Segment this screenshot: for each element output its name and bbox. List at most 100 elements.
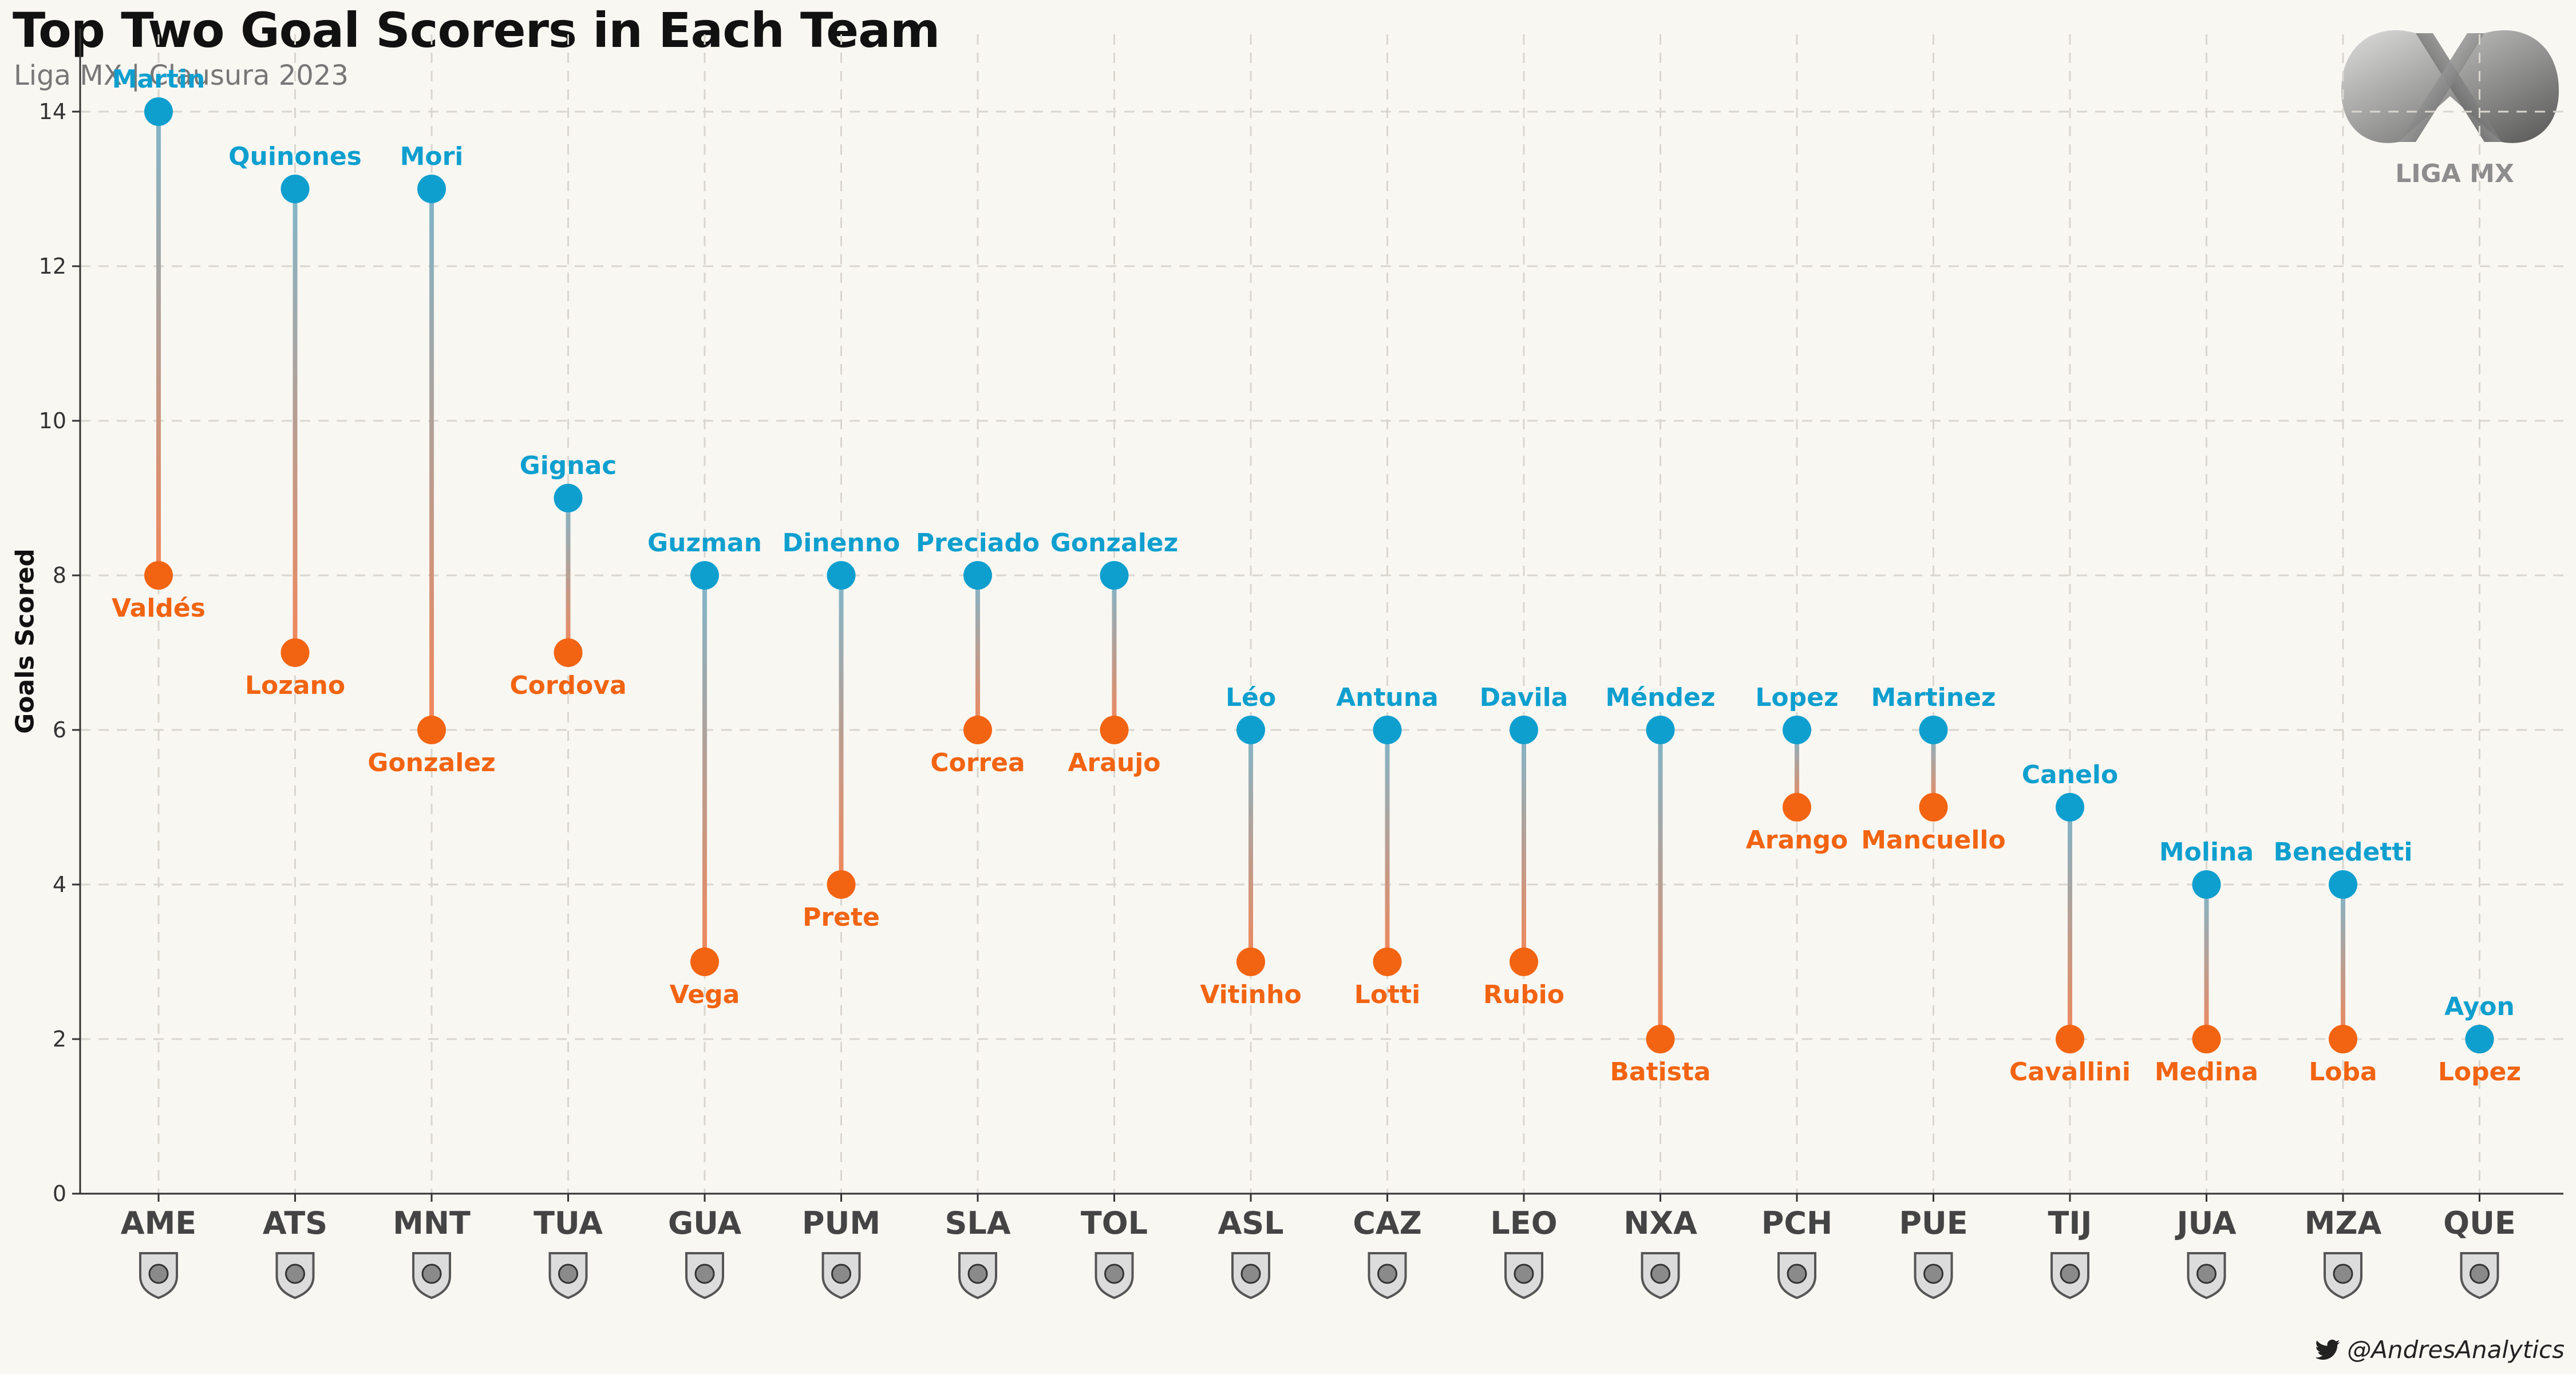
crest-emblem (694, 1264, 715, 1284)
team-crest-icon (1231, 1252, 1270, 1300)
second-scorer-point (1510, 947, 1538, 976)
team-code-label: ASL (1218, 1205, 1283, 1241)
second-scorer-point (1100, 716, 1129, 744)
crest-emblem (1787, 1264, 1807, 1284)
top-scorer-label: Ayon (2444, 992, 2515, 1021)
second-scorer-label: Valdés (112, 594, 206, 623)
team-code-label: PUE (1899, 1205, 1967, 1241)
team-crest-icon (2187, 1252, 2226, 1300)
stem-tol (1112, 575, 1117, 730)
second-scorer-point (417, 716, 446, 744)
team-code-label: NXA (1623, 1205, 1697, 1241)
team-code-label: SLA (945, 1205, 1010, 1241)
top-scorer-label: Lopez (1755, 683, 1838, 712)
crest-emblem (1240, 1264, 1261, 1284)
stem-jua (2204, 885, 2209, 1039)
crest-emblem (558, 1264, 578, 1284)
crest-emblem (1514, 1264, 1534, 1284)
axes (79, 29, 2563, 1195)
team-crest-icon (685, 1252, 724, 1300)
team-crest-icon (1777, 1252, 1816, 1300)
team-code-label: AME (121, 1205, 196, 1241)
y-tick-label: 2 (53, 1026, 66, 1052)
team-code-label: GUA (668, 1205, 742, 1241)
top-scorer-label: Guzman (647, 528, 762, 558)
stem-gua (702, 575, 707, 962)
team-crest-icon (1641, 1252, 1680, 1300)
second-scorer-label: Arango (1746, 826, 1848, 855)
second-scorer-point (963, 716, 992, 744)
second-scorer-label: Gonzalez (368, 748, 496, 777)
second-scorer-label: Correa (930, 748, 1025, 777)
y-tick-label: 0 (53, 1181, 66, 1206)
top-scorer-label: Canelo (2022, 760, 2118, 789)
second-scorer-point (1919, 793, 1948, 822)
team-crest-icon (139, 1252, 178, 1300)
team-crest-icon (2324, 1252, 2362, 1300)
top-scorer-point (827, 561, 856, 590)
second-scorer-point (1783, 793, 1811, 822)
team-code-label: TOL (1081, 1205, 1148, 1241)
top-scorer-label: Antuna (1336, 683, 1439, 712)
credit-handle: @AndresAnalytics (2347, 1336, 2565, 1364)
second-scorer-point (827, 870, 856, 899)
second-scorer-label: Vega (670, 980, 740, 1009)
second-scorer-label: Lotti (1354, 980, 1420, 1009)
top-scorer-point (1236, 716, 1265, 744)
second-scorer-point (280, 638, 310, 667)
second-scorer-point (1236, 947, 1265, 976)
second-scorer-label: Batista (1610, 1057, 1710, 1087)
y-tick-label: 4 (53, 872, 66, 897)
stem-pum (839, 575, 844, 885)
team-code-label: TUA (534, 1205, 603, 1241)
team-crest-icon (412, 1252, 451, 1300)
top-scorer-point (2465, 1025, 2494, 1053)
team-code-label: PCH (1761, 1205, 1832, 1241)
stem-asl (1249, 730, 1253, 962)
team-code-label: TIJ (2048, 1205, 2092, 1241)
y-axis-ticks: 0 2 4 6 8 10 12 14 (39, 99, 80, 1206)
stem-pue (1931, 730, 1936, 807)
team-code-label: CAZ (1353, 1205, 1422, 1241)
top-scorer-point (2192, 870, 2221, 899)
stem-tua (566, 498, 571, 653)
stem-ame (156, 112, 161, 575)
team-code-label: JUA (2174, 1205, 2236, 1241)
player-labels: Martin Valdés Quinones Lozano Mori Gonzalez Gi… (112, 65, 2521, 1087)
top-scorer-point (1919, 716, 1948, 744)
stem-tij (2068, 807, 2072, 1039)
top-scorer-label: Martin (112, 65, 206, 94)
twitter-icon (2315, 1339, 2340, 1360)
second-scorer-label: Loba (2309, 1057, 2377, 1087)
second-scorer-point (690, 947, 719, 976)
top-scorer-label: Benedetti (2273, 838, 2412, 867)
top-scorer-label: Dinenno (783, 528, 900, 558)
top-scorer-label: Méndez (1606, 683, 1716, 712)
top-scorer-point (1100, 561, 1129, 590)
second-scorer-point (1646, 1025, 1675, 1053)
top-scorer-point (2056, 793, 2084, 822)
crest-emblem (2470, 1264, 2490, 1284)
top-scorer-point (2329, 870, 2357, 899)
top-scorer-label: Mori (400, 142, 464, 171)
team-crests (139, 1252, 2499, 1300)
crest-emblem (421, 1264, 442, 1284)
second-scorer-point (2192, 1025, 2221, 1053)
second-scorer-point (1373, 947, 1402, 976)
logo-text: LIGA MX (2395, 159, 2514, 188)
team-crest-icon (1914, 1252, 1953, 1300)
stem-sla (975, 575, 980, 730)
top-scorer-label: Molina (2159, 838, 2254, 867)
y-tick-label: 10 (39, 408, 66, 433)
stem-pch (1795, 730, 1799, 807)
top-scorer-point (417, 175, 446, 203)
credit: @AndresAnalytics (2315, 1336, 2565, 1364)
second-scorer-label: Mancuello (1861, 826, 2005, 855)
stem-leo (1522, 730, 1526, 962)
top-scorer-point (963, 561, 992, 590)
x-axis-ticks: AME ATS MNT TUA GUA PUM SLA TOL ASL CAZ LEO NXA PCH P… (121, 1194, 2516, 1241)
team-code-label: ATS (263, 1205, 327, 1241)
team-crest-icon (2460, 1252, 2499, 1300)
team-crest-icon (1095, 1252, 1134, 1300)
